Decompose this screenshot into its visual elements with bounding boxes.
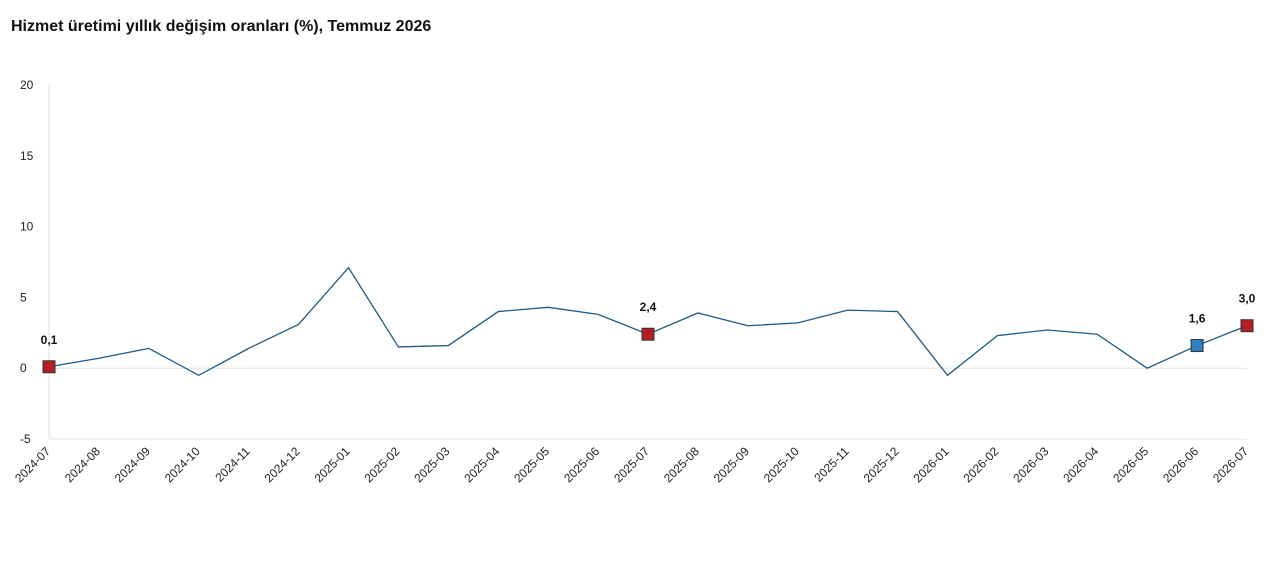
x-tick-labels: 2024-07 2024-08 2024-09 2024-10 2024-11 2024-…: [12, 444, 1251, 485]
x-tick-label: 2025-02: [361, 444, 402, 485]
x-tick-label: 2024-10: [162, 444, 203, 485]
x-tick-label: 2025-11: [811, 444, 852, 485]
x-tick-label: 2026-07: [1210, 444, 1251, 485]
x-tick-label: 2026-05: [1110, 444, 1151, 485]
chart-title: Hizmet üretimi yıllık değişim oranları (…: [11, 18, 432, 35]
y-tick-labels: 20 15 10 5 0 -5: [20, 78, 34, 446]
x-tick-label: 2025-09: [711, 444, 752, 485]
data-label: 3,0: [1239, 292, 1256, 306]
x-tick-label: 2026-06: [1160, 444, 1201, 485]
y-tick-label: -5: [20, 432, 31, 446]
y-tick-label: 10: [20, 220, 34, 234]
y-tick-label: 0: [20, 361, 27, 375]
data-label: 1,6: [1189, 312, 1206, 326]
series-lines: [48, 266, 1248, 377]
highlight-marker: [1240, 319, 1254, 333]
highlight-markers: [42, 319, 1254, 374]
x-tick-label: 2024-08: [62, 444, 103, 485]
x-tick-label: 2025-08: [661, 444, 702, 485]
x-tick-label: 2025-06: [561, 444, 602, 485]
x-tick-label: 2024-09: [112, 444, 153, 485]
x-tick-label: 2025-03: [411, 444, 452, 485]
x-tick-label: 2025-10: [761, 444, 802, 485]
x-tick-label: 2026-03: [1010, 444, 1051, 485]
x-tick-label: 2026-04: [1060, 444, 1101, 485]
x-tick-label: 2026-01: [911, 444, 952, 485]
y-tick-label: 5: [20, 290, 27, 304]
x-tick-label: 2024-07: [12, 444, 53, 485]
x-tick-label: 2024-11: [212, 444, 253, 485]
data-label: 2,4: [640, 300, 657, 314]
data-label: 0,1: [41, 333, 58, 347]
x-tick-label: 2025-07: [611, 444, 652, 485]
y-tick-label: 20: [20, 78, 34, 92]
x-tick-label: 2026-02: [960, 444, 1001, 485]
highlight-marker: [42, 360, 56, 374]
x-tick-label: 2025-05: [511, 444, 552, 485]
x-tick-label: 2024-12: [262, 444, 303, 485]
x-tick-label: 2025-12: [861, 444, 902, 485]
y-tick-label: 15: [20, 149, 34, 163]
series-line: [48, 266, 1248, 377]
highlight-marker: [641, 327, 655, 341]
x-tick-label: 2025-04: [461, 444, 502, 485]
axes: [48, 85, 1247, 440]
data-labels: 0,1 2,4 1,6 3,0: [41, 292, 1256, 347]
x-tick-label: 2025-01: [312, 444, 353, 485]
highlight-marker: [1190, 339, 1204, 353]
